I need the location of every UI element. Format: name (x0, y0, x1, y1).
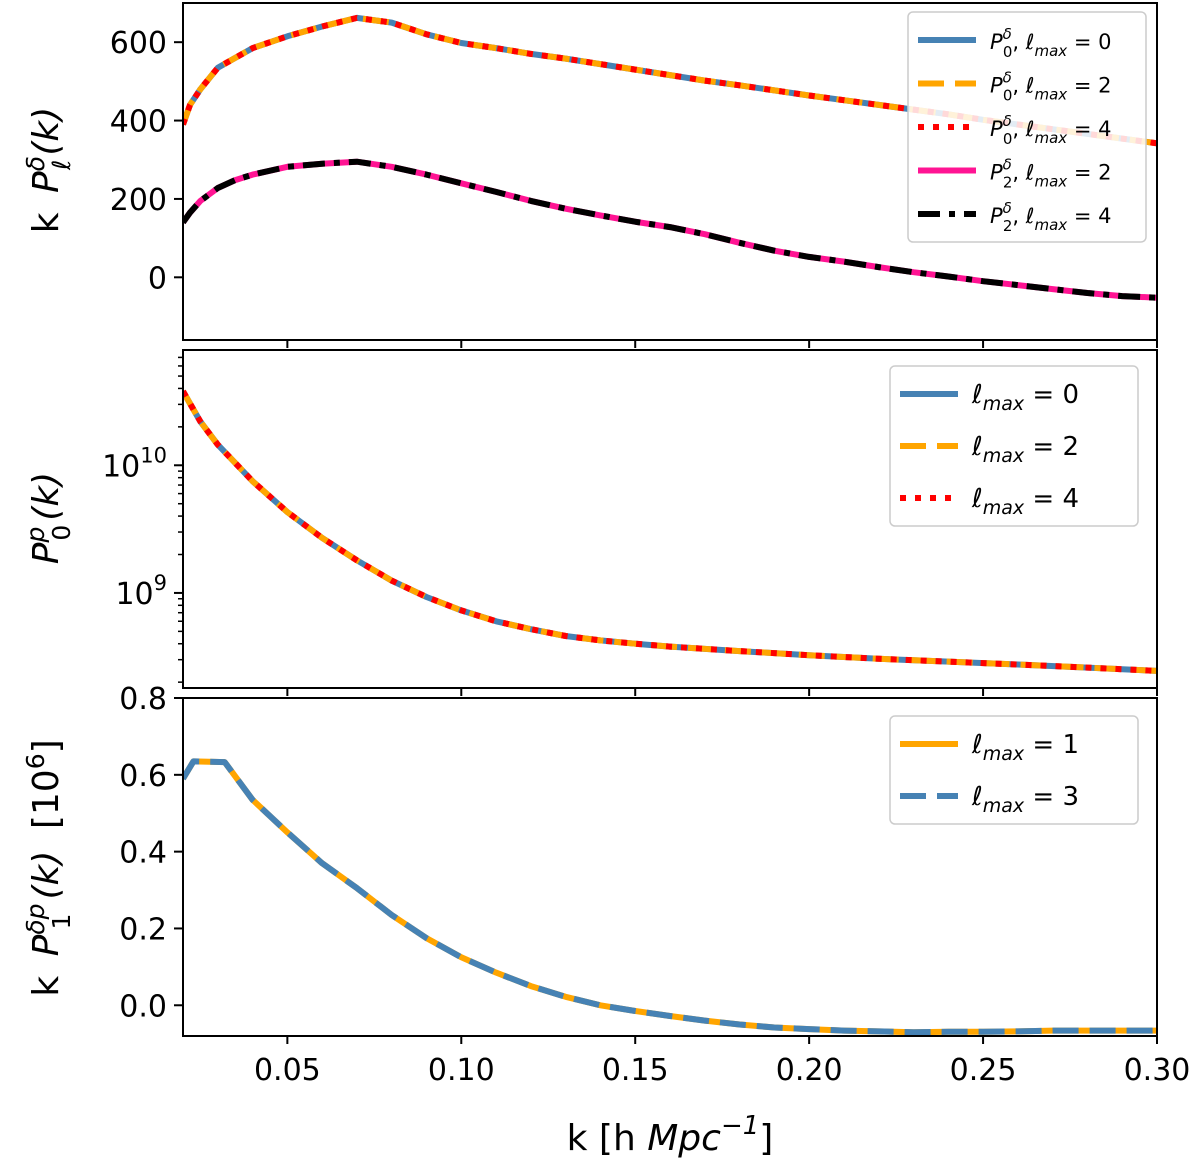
middle-y-tick-label: 109 (115, 571, 167, 612)
middle-legend-box (889, 365, 1139, 527)
top-legend-label-4: Pδ 2, ℓmax = 4 (990, 199, 1111, 235)
top-legend-label-3: Pδ 2, ℓmax = 2 (990, 156, 1111, 192)
x-tick-label: 0.10 (428, 1053, 495, 1088)
top-plot-frame (182, 2, 1158, 341)
top-legend-label-1: Pδ 0, ℓmax = 2 (990, 69, 1111, 105)
middle-y-tick-label: 1010 (102, 443, 167, 484)
top-ylabel: k Pδℓ(k) (21, 107, 76, 234)
middle-plot-frame (182, 349, 1158, 689)
x-tick-label: 0.30 (1124, 1053, 1191, 1088)
x-tick-label: 0.05 (254, 1053, 321, 1088)
bottom-legend-label-1: ℓmax = 3 (971, 782, 1079, 817)
top-series-line-4 (183, 158, 1157, 301)
bottom-y-tick-label: 0.0 (119, 989, 167, 1024)
middle-legend: ℓmax = 0 ℓmax = 2 ℓmax = 4 (889, 365, 1139, 527)
top-y-tick-label: 600 (110, 26, 167, 61)
x-axis-label: k [h Mpc−1] (567, 1111, 774, 1159)
bottom-y-tick-label: 0.2 (119, 912, 167, 947)
bottom-plot-frame (182, 697, 1158, 1037)
bottom-y-tick-label: 0.8 (119, 682, 167, 717)
middle-legend-label-0: ℓmax = 0 (971, 380, 1079, 415)
bottom-series-line-1 (183, 758, 1157, 1036)
middle-ylabel: Pp0(k) (21, 472, 76, 564)
x-tick-label: 0.25 (950, 1053, 1017, 1088)
middle-series-line-0 (183, 389, 1157, 674)
bottom-legend: ℓmax = 1 ℓmax = 3 (889, 715, 1139, 825)
panel-middle: 109 1010 ℓmax = 0 ℓmax = 2 ℓmax = 4 (102, 349, 1158, 696)
top-y-tick-label: 200 (110, 183, 167, 218)
top-legend: Pδ 0, ℓmax = 0 Pδ 0, ℓmax = 2 Pδ 0, ℓmax = 4 P… (907, 11, 1147, 243)
top-legend-label-2: Pδ 0, ℓmax = 4 (990, 112, 1111, 148)
bottom-ylabel: k Pδp1(k) [106] (21, 739, 76, 996)
top-legend-label-0: Pδ 0, ℓmax = 0 (990, 25, 1111, 61)
panel-bottom: 0.05 0.10 0.15 0.20 0.25 0.30 0.0 0.2 0.4 0.6 0.8 ℓ… (119, 682, 1190, 1088)
top-y-tick-label: 0 (148, 261, 167, 296)
x-tick-label: 0.15 (602, 1053, 669, 1088)
middle-legend-label-1: ℓmax = 2 (971, 432, 1079, 467)
bottom-y-tick-label: 0.4 (119, 836, 167, 871)
top-y-tick-label: 400 (110, 105, 167, 140)
middle-legend-label-2: ℓmax = 4 (971, 484, 1079, 519)
bottom-y-tick-label: 0.6 (119, 759, 167, 794)
x-tick-label: 0.20 (776, 1053, 843, 1088)
bottom-legend-label-0: ℓmax = 1 (971, 730, 1079, 765)
top-legend-box (907, 11, 1147, 243)
